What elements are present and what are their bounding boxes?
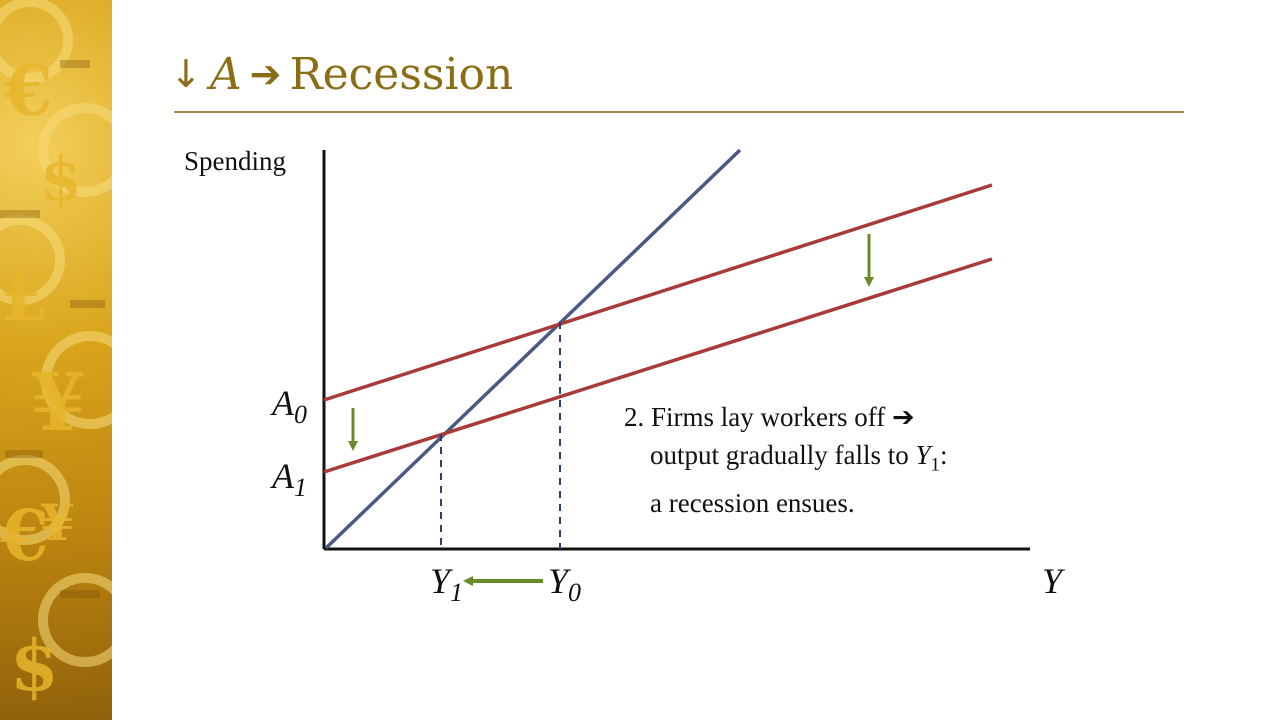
label-a0-sub: 0 bbox=[294, 400, 307, 429]
spending-line-a1 bbox=[323, 257, 993, 474]
spending-line-a0 bbox=[323, 183, 993, 402]
down-arrow-icon: ↓ bbox=[170, 52, 202, 96]
forty-five-degree-line bbox=[324, 148, 742, 550]
label-a1-base: A bbox=[272, 456, 294, 496]
slide-title: ↓ A ➔ Recession bbox=[170, 44, 513, 104]
annotation-line-2-var: Y bbox=[915, 440, 931, 470]
svg-text:¥: ¥ bbox=[40, 493, 75, 552]
title-variable: A bbox=[209, 48, 242, 100]
annotation-line-3: a recession ensues. bbox=[650, 488, 855, 519]
label-y1-base: Y bbox=[430, 561, 451, 601]
label-a0: A0 bbox=[272, 382, 307, 430]
label-a0-base: A bbox=[272, 383, 294, 423]
label-y1-sub: 1 bbox=[450, 578, 464, 607]
annotation-line-1: 2. Firms lay workers off ➔ bbox=[624, 402, 915, 432]
svg-text:$: $ bbox=[40, 145, 82, 215]
currency-symbols-icon: € $ £ ¥ € ¥ $ bbox=[0, 0, 112, 707]
svg-text:$: $ bbox=[10, 624, 59, 707]
y-axis-label: Spending bbox=[184, 146, 287, 176]
decorative-currency-strip: € $ £ ¥ € ¥ $ bbox=[0, 0, 112, 720]
svg-text:€: € bbox=[0, 494, 49, 577]
label-y0-sub: 0 bbox=[568, 578, 582, 607]
annotation-line-2-sub: 1 bbox=[930, 454, 940, 476]
annotation-line-2-prefix: output gradually falls to bbox=[650, 440, 916, 470]
annotation-line-2: output gradually falls to Y1: bbox=[624, 436, 948, 484]
annotation-line-2-suffix: : bbox=[939, 440, 948, 470]
svg-text:€: € bbox=[3, 49, 53, 132]
annotation-text: 2. Firms lay workers off ➔ output gradua… bbox=[624, 398, 948, 522]
title-text: Recession bbox=[289, 48, 514, 100]
right-arrow-icon: ➔ bbox=[249, 52, 282, 96]
svg-text:£: £ bbox=[0, 254, 49, 337]
label-y1: Y1 bbox=[430, 560, 463, 608]
label-a1: A1 bbox=[272, 455, 307, 503]
svg-text:¥: ¥ bbox=[30, 355, 86, 449]
title-divider bbox=[174, 111, 1184, 113]
label-y0: Y0 bbox=[548, 560, 581, 608]
x-axis-label: Y bbox=[1042, 561, 1063, 601]
label-y0-base: Y bbox=[548, 561, 569, 601]
label-a1-sub: 1 bbox=[294, 473, 307, 502]
